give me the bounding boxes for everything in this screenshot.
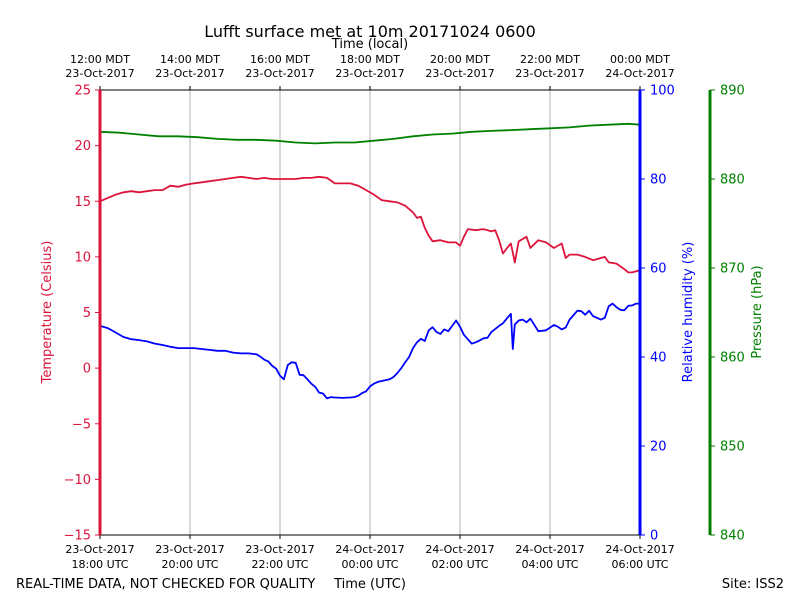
top-tick-label-time: 00:00 MDT <box>610 53 670 66</box>
series-layer <box>99 122 641 400</box>
temperature-series-line <box>99 175 641 274</box>
temperature-tick-label: 15 <box>74 195 91 210</box>
top-tick-label-time: 22:00 MDT <box>520 53 580 66</box>
humidity-tick-label: 40 <box>650 351 667 366</box>
top-tick-label-date: 24-Oct-2017 <box>605 67 674 80</box>
humidity-tick-label: 80 <box>650 173 667 188</box>
pressure-series-line <box>99 122 641 145</box>
bottom-tick-label-date: 23-Oct-2017 <box>155 543 224 556</box>
humidity-axis-label: Relative humidity (%) <box>681 242 696 383</box>
bottom-tick-label-time: 04:00 UTC <box>521 558 578 571</box>
humidity-tick-label: 20 <box>650 440 667 455</box>
temperature-tick-label: −15 <box>64 529 91 544</box>
temperature-tick-label: 25 <box>74 84 91 99</box>
bottom-tick-label-date: 23-Oct-2017 <box>65 543 134 556</box>
top-tick-label-time: 16:00 MDT <box>250 53 310 66</box>
axes-layer <box>95 86 715 539</box>
top-tick-label-date: 23-Oct-2017 <box>245 67 314 80</box>
pressure-axis-label: Pressure (hPa) <box>750 265 765 358</box>
gridlines <box>189 90 551 535</box>
bottom-tick-label-time: 20:00 UTC <box>161 558 218 571</box>
pressure-tick-label: 850 <box>720 440 745 455</box>
temperature-tick-label: 20 <box>74 139 91 154</box>
humidity-tick-label: 0 <box>650 529 658 544</box>
pressure-tick-label: 880 <box>720 173 745 188</box>
site-label: Site: ISS2 <box>722 577 784 592</box>
top-tick-label-date: 23-Oct-2017 <box>335 67 404 80</box>
humidity-tick-label: 100 <box>650 84 675 99</box>
bottom-tick-label-date: 24-Oct-2017 <box>515 543 584 556</box>
temperature-tick-label: 5 <box>83 306 91 321</box>
top-tick-label-time: 14:00 MDT <box>160 53 220 66</box>
bottom-tick-label-date: 24-Oct-2017 <box>425 543 494 556</box>
bottom-tick-label-date: 24-Oct-2017 <box>605 543 674 556</box>
top-tick-label-date: 23-Oct-2017 <box>155 67 224 80</box>
top-tick-label-date: 23-Oct-2017 <box>515 67 584 80</box>
quality-disclaimer: REAL-TIME DATA, NOT CHECKED FOR QUALITY <box>16 577 315 592</box>
bottom-tick-label-time: 00:00 UTC <box>341 558 398 571</box>
pressure-tick-label: 870 <box>720 262 745 277</box>
bottom-tick-label-time: 06:00 UTC <box>611 558 668 571</box>
pressure-tick-label: 890 <box>720 84 745 99</box>
top-tick-label-date: 23-Oct-2017 <box>425 67 494 80</box>
pressure-tick-label: 840 <box>720 529 745 544</box>
top-tick-label-time: 12:00 MDT <box>70 53 130 66</box>
humidity-tick-label: 60 <box>650 262 667 277</box>
chart-title: Lufft surface met at 10m 20171024 0600 <box>204 22 536 41</box>
pressure-tick-label: 860 <box>720 351 745 366</box>
temperature-tick-label: 10 <box>74 250 91 265</box>
top-tick-label-time: 20:00 MDT <box>430 53 490 66</box>
bottom-axis-label: Time (UTC) <box>333 577 406 592</box>
temperature-tick-label: −5 <box>72 417 91 432</box>
temperature-axis-label: Temperature (Celsius) <box>40 241 55 385</box>
bottom-tick-label-date: 23-Oct-2017 <box>245 543 314 556</box>
bottom-tick-label-time: 02:00 UTC <box>431 558 488 571</box>
bottom-tick-label-time: 22:00 UTC <box>251 558 308 571</box>
bottom-tick-label-time: 18:00 UTC <box>71 558 128 571</box>
temperature-tick-label: 0 <box>83 362 91 377</box>
top-tick-label-date: 23-Oct-2017 <box>65 67 134 80</box>
bottom-tick-label-date: 24-Oct-2017 <box>335 543 404 556</box>
top-tick-label-time: 18:00 MDT <box>340 53 400 66</box>
temperature-tick-label: −10 <box>64 473 91 488</box>
relative-humidity-series-line <box>99 302 640 400</box>
top-axis-label: Time (local) <box>331 37 408 52</box>
